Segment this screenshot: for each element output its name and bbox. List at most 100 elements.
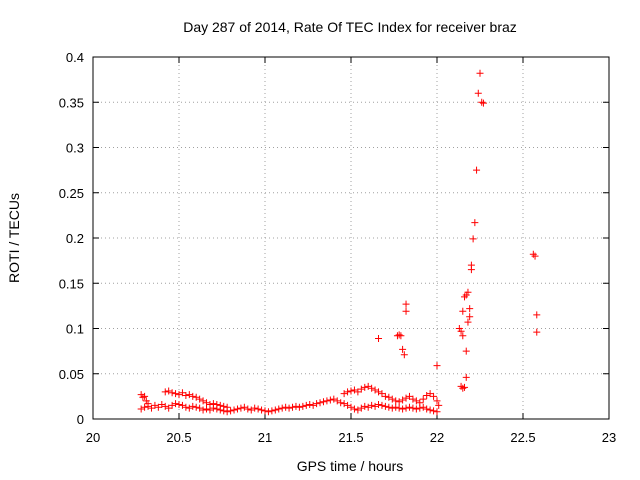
data-point <box>168 401 176 409</box>
data-point <box>361 383 369 391</box>
data-point <box>141 392 149 400</box>
data-point <box>302 401 310 409</box>
y-tick-label: 0.4 <box>66 50 84 65</box>
data-point <box>364 382 372 390</box>
data-point <box>268 407 276 415</box>
data-point <box>347 387 355 395</box>
data-point <box>189 392 197 400</box>
data-point <box>165 387 173 395</box>
data-point <box>172 400 180 408</box>
data-point <box>244 405 252 413</box>
data-point <box>278 404 286 412</box>
y-tick-label: 0.25 <box>59 186 84 201</box>
data-point <box>196 404 204 412</box>
y-tick-label: 0.15 <box>59 276 84 291</box>
data-point <box>189 402 197 410</box>
data-point <box>378 401 386 409</box>
data-point <box>395 398 403 406</box>
data-point <box>240 403 248 411</box>
y-axis-label: ROTI / TECUs <box>6 193 22 283</box>
data-point <box>361 402 369 410</box>
x-tick-label: 23 <box>602 430 616 445</box>
data-point <box>412 397 420 405</box>
data-point <box>206 401 214 409</box>
data-point <box>223 403 231 411</box>
data-point <box>474 89 482 97</box>
data-point <box>388 395 396 403</box>
data-point <box>433 397 441 405</box>
data-point <box>340 390 348 398</box>
data-point <box>399 396 407 404</box>
data-point <box>199 406 207 414</box>
x-tick-label: 22 <box>430 430 444 445</box>
y-tick-label: 0.2 <box>66 231 84 246</box>
data-point <box>344 401 352 409</box>
data-point <box>271 406 279 414</box>
data-point <box>412 405 420 413</box>
data-point <box>457 382 465 390</box>
x-tick-label: 20.5 <box>166 430 191 445</box>
data-point <box>399 345 407 353</box>
data-point <box>459 307 467 315</box>
data-point <box>144 402 152 410</box>
data-point <box>476 69 484 77</box>
data-point <box>402 300 410 308</box>
data-point <box>254 405 262 413</box>
data-point <box>388 404 396 412</box>
data-point <box>399 405 407 413</box>
data-point <box>282 403 290 411</box>
data-point <box>185 391 193 399</box>
data-point <box>433 362 441 370</box>
data-point <box>354 406 362 414</box>
data-point <box>192 403 200 411</box>
data-point <box>237 404 245 412</box>
data-point <box>416 399 424 407</box>
y-tick-label: 0.3 <box>66 141 84 156</box>
data-point <box>313 400 321 408</box>
data-point <box>371 402 379 410</box>
data-point <box>402 307 410 315</box>
data-points <box>137 69 541 416</box>
data-point <box>375 401 383 409</box>
data-point <box>350 405 358 413</box>
data-point <box>289 403 297 411</box>
data-point <box>285 404 293 412</box>
data-point <box>462 347 470 355</box>
y-tick-label: 0.1 <box>66 322 84 337</box>
data-point <box>469 235 477 243</box>
data-point <box>168 389 176 397</box>
data-point <box>471 219 479 227</box>
data-point <box>247 406 255 414</box>
data-point <box>309 401 317 409</box>
data-point <box>464 318 472 326</box>
data-point <box>337 399 345 407</box>
data-point <box>395 331 403 339</box>
data-point <box>192 393 200 401</box>
data-point <box>479 99 487 107</box>
data-point <box>531 252 539 260</box>
data-point <box>306 401 314 409</box>
data-point <box>209 400 217 408</box>
data-point <box>340 400 348 408</box>
data-point <box>330 395 338 403</box>
data-point <box>185 404 193 412</box>
data-point <box>182 391 190 399</box>
data-point <box>371 386 379 394</box>
data-point <box>405 403 413 411</box>
data-point <box>409 395 417 403</box>
data-point <box>326 396 334 404</box>
data-point <box>151 401 159 409</box>
data-point <box>381 402 389 410</box>
data-point <box>175 391 183 399</box>
x-tick-label: 22.5 <box>510 430 535 445</box>
data-point <box>275 405 283 413</box>
data-point <box>172 390 180 398</box>
data-point <box>357 385 365 393</box>
data-point <box>392 397 400 405</box>
data-point <box>430 407 438 415</box>
data-point <box>264 408 272 416</box>
data-point <box>402 404 410 412</box>
data-point <box>466 313 474 321</box>
data-point <box>319 398 327 406</box>
